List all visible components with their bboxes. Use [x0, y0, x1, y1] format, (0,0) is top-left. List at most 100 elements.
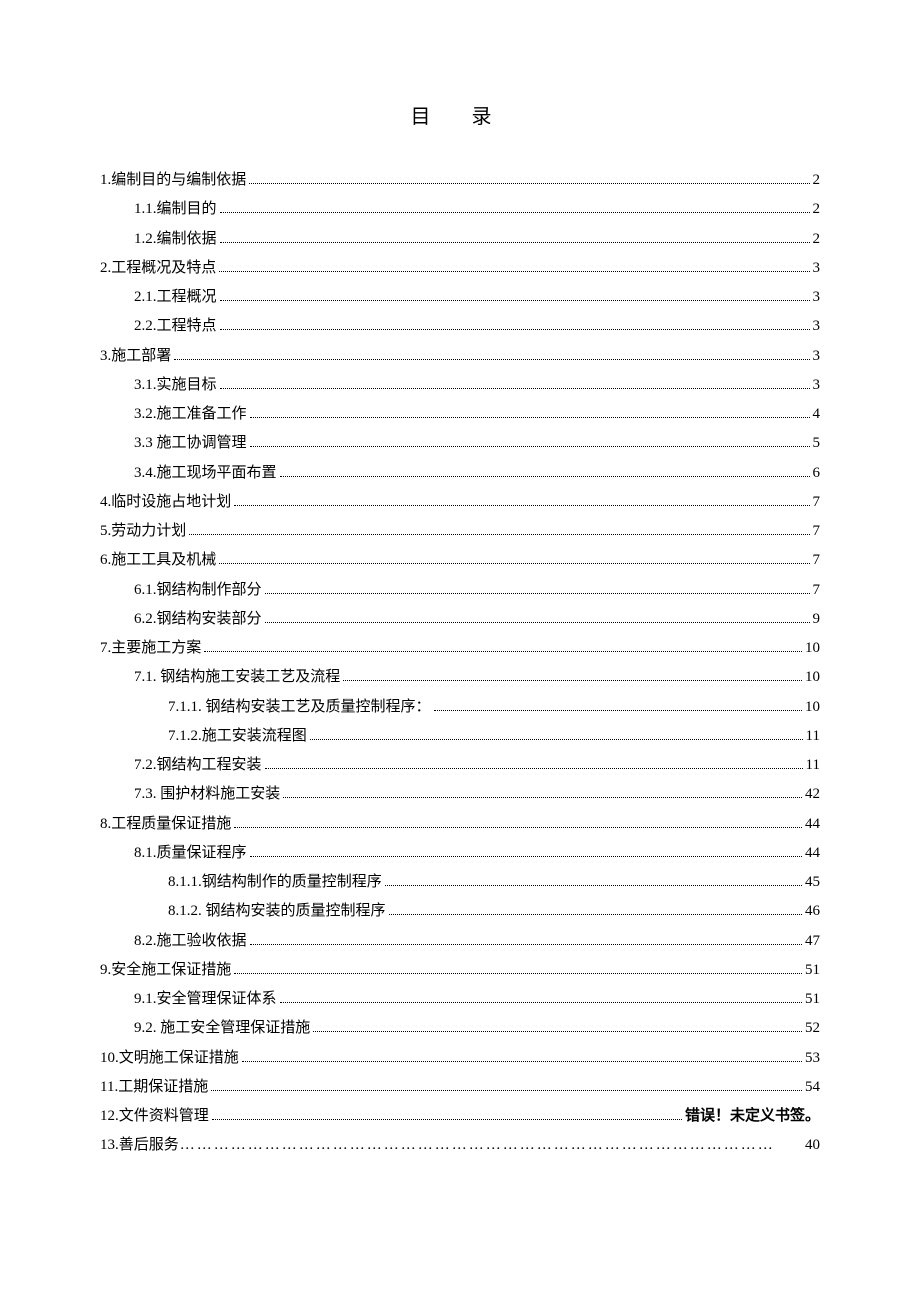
toc-entry-page: 54	[805, 1076, 820, 1099]
toc-entry-page: 3	[813, 286, 821, 309]
toc-entry: 7.1. 钢结构施工安装工艺及流程10	[100, 666, 820, 689]
toc-entry: 6.2.钢结构安装部分9	[100, 608, 820, 631]
toc-entry-label: 1.1.编制目的	[134, 198, 217, 221]
toc-entry-page: 7	[813, 520, 821, 543]
toc-entry-page: 3	[813, 374, 821, 397]
toc-entry: 2.2.工程特点3	[100, 315, 820, 338]
toc-leader	[220, 329, 810, 330]
toc-entry-label: 8.1.1.钢结构制作的质量控制程序	[168, 871, 382, 894]
toc-entry-label: 1.编制目的与编制依据	[100, 169, 246, 192]
toc-leader	[265, 593, 810, 594]
toc-entry-label: 9.安全施工保证措施	[100, 959, 231, 982]
toc-entry: 12.文件资料管理 错误！未定义书签。	[100, 1105, 820, 1128]
toc-leader	[204, 651, 802, 652]
toc-entry-page: 2	[813, 228, 821, 251]
toc-entry: 3.1.实施目标 3	[100, 374, 820, 397]
toc-entry: 6.1.钢结构制作部分7	[100, 579, 820, 602]
table-of-contents: 1.编制目的与编制依据 2 1.1.编制目的2 1.2.编制依据 2 2.工程概况及特点3…	[100, 169, 820, 1158]
toc-entry-page: 40	[805, 1134, 820, 1157]
toc-entry: 7.2.钢结构工程安装11	[100, 754, 820, 777]
toc-entry-label: 1.2.编制依据	[134, 228, 217, 251]
toc-leader	[250, 446, 810, 447]
toc-entry: 3.4.施工现场平面布置6	[100, 462, 820, 485]
toc-entry-page: 3	[813, 345, 821, 368]
toc-leader	[313, 1031, 802, 1032]
toc-entry-page: 53	[805, 1047, 820, 1070]
toc-entry-label: 8.2.施工验收依据	[134, 930, 247, 953]
toc-entry: 13.善后服务…………………………………………………………………………………………	[100, 1134, 820, 1157]
toc-leader	[220, 388, 810, 389]
toc-entry-page: 10	[805, 666, 820, 689]
toc-entry-page: 52	[805, 1017, 820, 1040]
toc-leader	[280, 1002, 802, 1003]
toc-leader	[242, 1061, 802, 1062]
toc-leader	[189, 534, 809, 535]
toc-entry-label: 9.1.安全管理保证体系	[134, 988, 277, 1011]
toc-entry-page: 44	[805, 842, 820, 865]
toc-leader	[211, 1090, 802, 1091]
toc-leader	[265, 768, 803, 769]
toc-entry-page: 3	[813, 257, 821, 280]
toc-leader	[174, 359, 809, 360]
toc-leader	[212, 1119, 682, 1120]
toc-entry-label: 8.工程质量保证措施	[100, 813, 231, 836]
toc-entry-label: 6.2.钢结构安装部分	[134, 608, 262, 631]
toc-entry-label: 11.工期保证措施	[100, 1076, 208, 1099]
toc-leader	[283, 797, 802, 798]
toc-entry: 8.1.1.钢结构制作的质量控制程序45	[100, 871, 820, 894]
toc-entry-page: 6	[813, 462, 821, 485]
toc-entry: 3.2.施工准备工作 4	[100, 403, 820, 426]
toc-leader	[250, 856, 802, 857]
toc-entry-page: 5	[813, 432, 821, 455]
toc-entry: 7.主要施工方案10	[100, 637, 820, 660]
toc-leader	[250, 944, 802, 945]
toc-entry-label: 3.1.实施目标	[134, 374, 217, 397]
page-title: 目 录	[100, 100, 820, 129]
toc-entry-page: 46	[805, 900, 820, 923]
toc-entry-page: 2	[813, 169, 821, 192]
toc-entry-page: 7	[813, 579, 821, 602]
toc-leader	[249, 183, 809, 184]
toc-entry: 3.3 施工协调管理 5	[100, 432, 820, 455]
toc-leader	[220, 212, 810, 213]
toc-entry: 2.工程概况及特点3	[100, 257, 820, 280]
toc-entry-label: 3.施工部署	[100, 345, 171, 368]
toc-leader	[434, 710, 802, 711]
toc-entry-page: 11	[806, 725, 820, 748]
toc-entry: 5.劳动力计划7	[100, 520, 820, 543]
toc-entry-page: 51	[805, 988, 820, 1011]
toc-entry-label: 7.主要施工方案	[100, 637, 201, 660]
toc-leader	[343, 680, 802, 681]
toc-entry-page: 错误！未定义书签。	[685, 1105, 820, 1128]
toc-entry-label: 9.2. 施工安全管理保证措施	[134, 1017, 310, 1040]
toc-leader	[250, 417, 810, 418]
toc-entry-label: 3.3 施工协调管理	[134, 432, 247, 455]
toc-entry-label: 13.善后服务	[100, 1134, 179, 1157]
toc-leader	[234, 973, 802, 974]
toc-entry-label: 12.文件资料管理	[100, 1105, 209, 1128]
toc-entry: 8.1.质量保证程序 44	[100, 842, 820, 865]
toc-entry-page: 7	[813, 549, 821, 572]
toc-entry: 7.1.1. 钢结构安装工艺及质量控制程序：10	[100, 696, 820, 719]
toc-entry-page: 42	[805, 783, 820, 806]
toc-entry-label: 7.2.钢结构工程安装	[134, 754, 262, 777]
toc-entry: 1.1.编制目的2	[100, 198, 820, 221]
toc-entry: 8.工程质量保证措施44	[100, 813, 820, 836]
toc-entry-page: 3	[813, 315, 821, 338]
toc-entry: 7.1.2.施工安装流程图 11	[100, 725, 820, 748]
toc-entry-label: 3.2.施工准备工作	[134, 403, 247, 426]
toc-leader	[219, 271, 809, 272]
toc-entry: 1.编制目的与编制依据 2	[100, 169, 820, 192]
toc-entry: 7.3. 围护材料施工安装42	[100, 783, 820, 806]
toc-entry: 8.2.施工验收依据47	[100, 930, 820, 953]
toc-entry-page: 4	[813, 403, 821, 426]
toc-entry-label: 10.文明施工保证措施	[100, 1047, 239, 1070]
toc-entry-label: 8.1.质量保证程序	[134, 842, 247, 865]
toc-leader	[234, 827, 802, 828]
toc-entry: 9.安全施工保证措施51	[100, 959, 820, 982]
toc-entry-label: 7.1.2.施工安装流程图	[168, 725, 307, 748]
toc-entry: 2.1.工程概况3	[100, 286, 820, 309]
toc-entry: 4.临时设施占地计划7	[100, 491, 820, 514]
toc-entry: 8.1.2. 钢结构安装的质量控制程序46	[100, 900, 820, 923]
toc-leader	[234, 505, 809, 506]
